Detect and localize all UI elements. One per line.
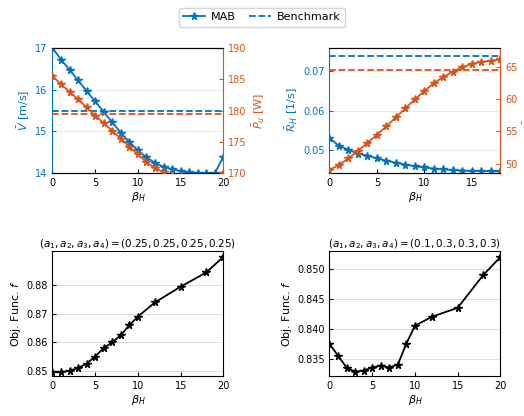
Y-axis label: Obj. Func. $f$: Obj. Func. $f$ <box>9 280 23 347</box>
Title: $(a_1, a_2, a_3, a_4) = (0.25, 0.25, 0.25, 0.25)$: $(a_1, a_2, a_3, a_4) = (0.25, 0.25, 0.2… <box>39 237 236 251</box>
Y-axis label: $\bar{V}$ [m/s]: $\bar{V}$ [m/s] <box>16 90 32 131</box>
Y-axis label: $\bar{\mathcal{R}}_H$ [1/s]: $\bar{\mathcal{R}}_H$ [1/s] <box>284 88 300 134</box>
Y-axis label: $\bar{T}_D$ [s]: $\bar{T}_D$ [s] <box>522 94 524 127</box>
Y-axis label: $\bar{P}_u$ [W]: $\bar{P}_u$ [W] <box>251 92 267 129</box>
X-axis label: $\beta_H$: $\beta_H$ <box>408 393 422 407</box>
X-axis label: $\beta_H$: $\beta_H$ <box>130 190 145 203</box>
Title: $(a_1, a_2, a_3, a_4) = (0.1, 0.3, 0.3, 0.3)$: $(a_1, a_2, a_3, a_4) = (0.1, 0.3, 0.3, … <box>329 237 501 251</box>
X-axis label: $\beta_H$: $\beta_H$ <box>408 190 422 203</box>
Legend: MAB, Benchmark: MAB, Benchmark <box>179 7 345 27</box>
Y-axis label: Obj. Func. $f$: Obj. Func. $f$ <box>280 280 294 347</box>
X-axis label: $\beta_H$: $\beta_H$ <box>130 393 145 407</box>
